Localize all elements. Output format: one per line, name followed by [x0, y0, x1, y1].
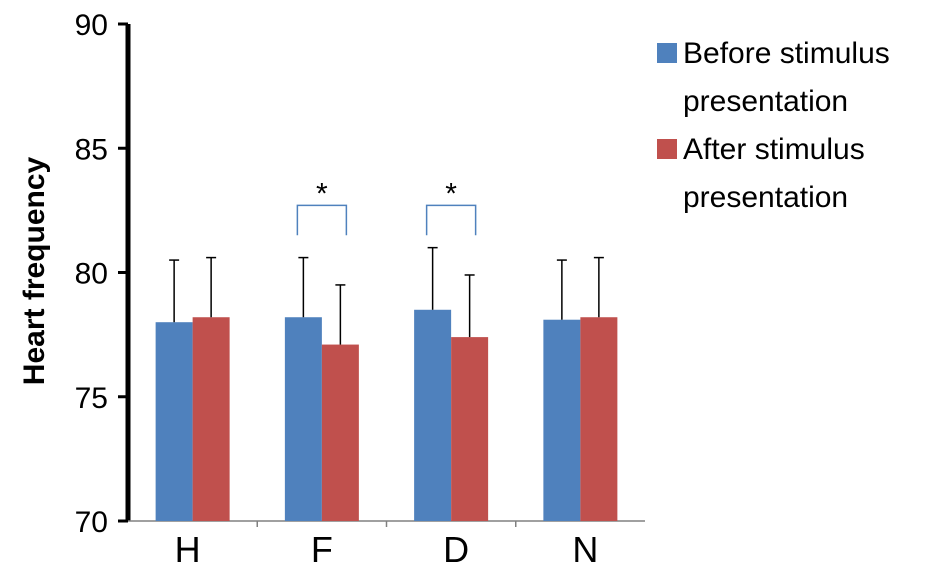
bar — [192, 317, 230, 521]
error-bars — [169, 246, 604, 345]
y-tick-label: 90 — [75, 9, 108, 42]
legend-item-after: After stimulus presentation — [657, 126, 927, 222]
legend-label-after: After stimulus presentation — [683, 133, 865, 214]
bar — [543, 319, 581, 521]
bar — [580, 317, 618, 521]
significance-star: * — [445, 177, 457, 210]
legend: Before stimulus presentation After stimu… — [657, 30, 927, 222]
x-tick-label: H — [175, 529, 201, 566]
significance-bracket — [425, 204, 477, 236]
legend-swatch-after — [657, 139, 677, 159]
x-tick-label: N — [572, 529, 598, 566]
x-tick-label: F — [311, 529, 333, 566]
x-tick-label: D — [443, 529, 469, 566]
legend-swatch-before — [657, 43, 677, 63]
bar — [284, 317, 322, 521]
significance-bracket — [296, 204, 348, 236]
bar — [155, 322, 193, 521]
bar — [321, 344, 359, 521]
legend-label-before: Before stimulus presentation — [683, 37, 890, 118]
y-tick-label: 85 — [75, 133, 108, 166]
bars — [155, 309, 618, 521]
y-axis-label: Heart frequency — [18, 156, 51, 385]
y-tick-label: 75 — [75, 382, 108, 415]
bar — [414, 309, 452, 521]
y-tick-label: 70 — [75, 506, 108, 539]
y-axis: 70 75 80 85 90 — [75, 9, 131, 539]
significance-markers: * * — [296, 177, 477, 236]
significance-star: * — [316, 177, 328, 210]
bar — [451, 337, 489, 521]
y-tick-label: 80 — [75, 258, 108, 291]
legend-item-before: Before stimulus presentation — [657, 30, 927, 126]
